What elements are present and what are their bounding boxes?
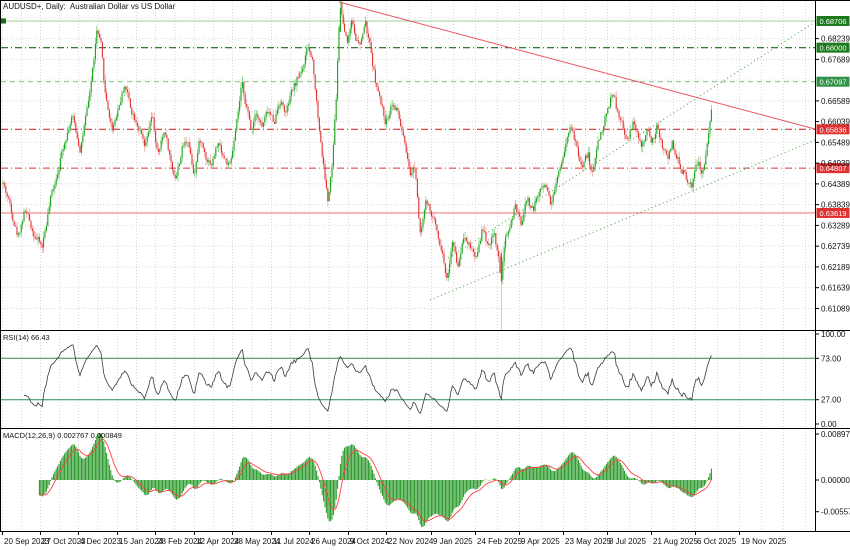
price-axis-label: 0.63839 (821, 201, 850, 210)
price-badge-label: 0.63619 (819, 209, 846, 218)
rsi-axis-label: 73.00 (821, 354, 842, 363)
trendline-descending-resistance[interactable] (338, 1, 816, 130)
price-badge-label: 0.65836 (819, 125, 846, 134)
price-level-badge (816, 16, 850, 26)
price-level-badge (816, 124, 850, 135)
macd-signal-line (39, 438, 712, 522)
price-axis-label: 0.68239 (821, 35, 850, 44)
trendline-rising-wedge-lower[interactable] (429, 139, 816, 301)
date-axis-label: 15 Jan 2024 (119, 537, 164, 546)
price-badge-label: 0.64807 (819, 164, 846, 173)
macd-indicator-label: MACD(12,26,9) 0.002767 0.000849 (3, 431, 122, 440)
price-axis-label: 0.67689 (821, 55, 850, 64)
date-axis-label: 8 Jul 2025 (609, 537, 646, 546)
price-axis-label: 0.65489 (821, 138, 850, 147)
trendline-rising-wedge-upper[interactable] (447, 21, 816, 259)
rsi-pane (1, 344, 815, 415)
price-level-badge (816, 163, 850, 174)
rsi-value: 66.43 (30, 333, 50, 342)
date-axis-label: 20 Sep 2023 (4, 537, 50, 546)
rsi-axis-label: 0.00 (821, 420, 837, 429)
level-line-handle[interactable] (1, 18, 6, 24)
price-axis-label: 0.66039 (821, 118, 850, 127)
price-axis-label: 0.64389 (821, 180, 850, 189)
date-axis-label: 19 Nov 2025 (741, 537, 787, 546)
macd-main-value: 0.002767 (57, 431, 89, 440)
date-axis-label: 28 May 2024 (234, 537, 281, 546)
macd-axis-label: 0.000000 (821, 476, 850, 485)
chart-title: AUDUSD+, Daily: Australian Dollar vs US … (3, 2, 176, 11)
price-level-badge (816, 42, 850, 53)
date-axis-label: 24 Feb 2025 (477, 537, 522, 546)
price-axis[interactable]: 0.68706 0.68000 0.67097 0.65836 0.64807 0.636… (815, 16, 850, 517)
rsi-axis-label: 100.00 (821, 330, 846, 339)
macd-pane (38, 433, 712, 527)
macd-signal-value: 0.000849 (90, 431, 122, 440)
pane-borders (0, 0, 850, 532)
horizontal-level-lines[interactable] (1, 18, 815, 214)
price-badge-label: 0.67097 (819, 78, 846, 87)
macd-axis-label: -0.005575 (821, 508, 850, 517)
macd-axis-label: 0.008978 (821, 430, 850, 439)
date-axis-label: 21 Aug 2025 (653, 537, 698, 546)
date-axis-label: 9 Jan 2025 (433, 537, 473, 546)
date-axis-label: 6 Oct 2025 (697, 537, 737, 546)
price-level-badge (816, 207, 850, 218)
date-axis-label: 12 Apr 2024 (196, 537, 240, 546)
date-axis-label: 27 Oct 2023 (42, 537, 86, 546)
date-axis-label: 23 May 2025 (565, 537, 612, 546)
price-axis-label: 0.61089 (821, 304, 850, 313)
rsi-axis-label: 27.00 (821, 396, 842, 405)
rsi-name: RSI(14) (3, 333, 29, 342)
rsi-indicator-label: RSI(14) 66.43 (3, 333, 50, 342)
date-axis-label: 9 Apr 2025 (521, 537, 560, 546)
candlestick-series (2, 0, 712, 330)
price-badge-label: 0.68000 (819, 44, 846, 53)
price-axis-label: 0.62739 (821, 242, 850, 251)
date-axis-label: 28 Feb 2024 (157, 537, 202, 546)
price-badge-label: 0.68706 (819, 17, 846, 26)
date-axis-label: 9 Oct 2024 (350, 537, 390, 546)
price-axis-label: 0.64939 (821, 159, 850, 168)
date-axis-label: 26 Aug 2024 (311, 537, 356, 546)
date-axis-label: 11 Jul 2024 (273, 537, 314, 546)
grid-lines (1, 0, 815, 531)
price-axis-label: 0.61639 (821, 284, 850, 293)
date-axis-label: 4 Dec 2023 (80, 537, 121, 546)
price-axis-label: 0.62189 (821, 263, 850, 272)
price-level-badge (816, 76, 850, 87)
price-axis-label: 0.63289 (821, 221, 850, 230)
trend-lines[interactable] (338, 1, 816, 301)
date-axis-label: 22 Nov 2024 (388, 537, 434, 546)
price-axis-label: 0.66589 (821, 97, 850, 106)
rsi-line (23, 344, 712, 415)
macd-name: MACD(12,26,9) (3, 431, 56, 440)
